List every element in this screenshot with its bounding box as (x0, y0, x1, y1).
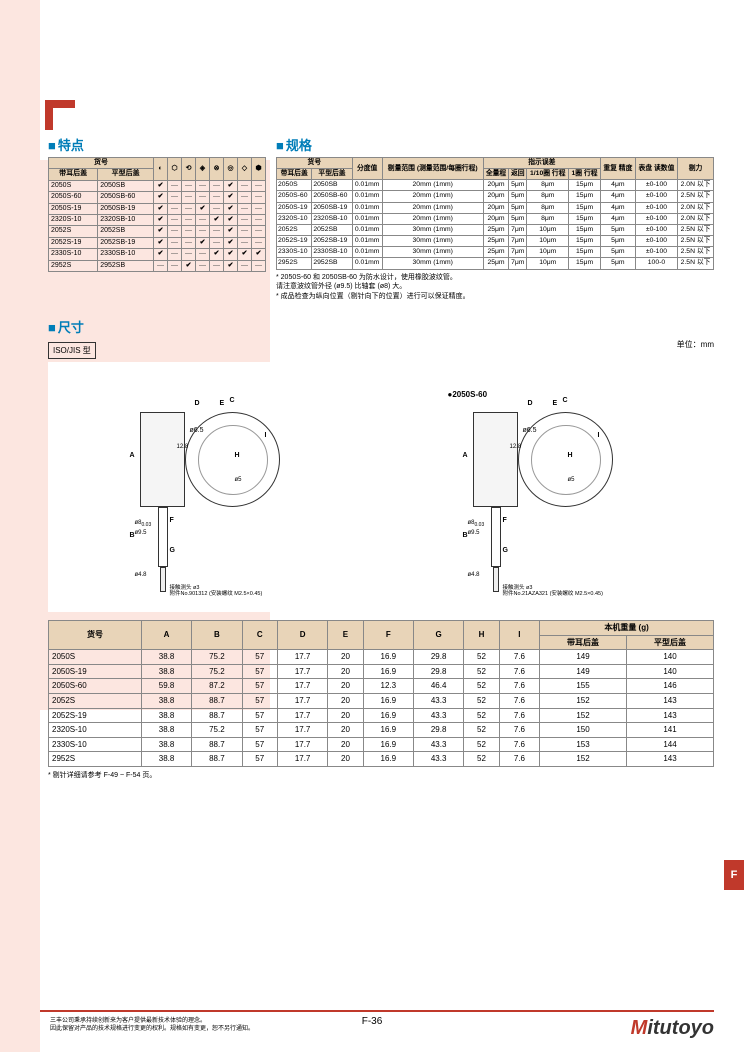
icon-7: ◇ (238, 158, 252, 181)
table-row: 2330S-102330SB-10✔———✔✔✔✔ (49, 249, 266, 260)
icon-1: ◐ (154, 158, 168, 181)
sth-rep: 重复 精度 (600, 158, 635, 180)
iso-box: ISO/JIS 型 (48, 342, 96, 359)
table-row: 2050S-6059.887.25717.72012.346.4527.6155… (49, 679, 714, 694)
dims-title: 尺寸 (48, 317, 714, 336)
table-row: 2052S-192052SB-19✔——✔—✔—— (49, 237, 266, 248)
table-row: 2320S-102320SB-10✔———✔✔—— (49, 214, 266, 225)
drawing-area: A B C D E F G H I ø6.5 12.8 ø5 ø80.03 ø9… (48, 362, 714, 612)
table-row: 2052S38.888.75717.72016.943.3527.6152143 (49, 693, 714, 708)
sth-read: 表盘 读数值 (635, 158, 677, 180)
sth-ret: 返回 (509, 169, 527, 180)
table-row: 2052S-1938.888.75717.72016.943.3527.6152… (49, 708, 714, 723)
dims-note: * 剔针详细请参考 F-49 ~ F-54 页。 (48, 770, 714, 780)
sth-tenth: 1/10圈 行程 (527, 169, 569, 180)
features-title: 特点 (48, 135, 266, 154)
table-row: 2052S-192052SB-190.01mm30mm (1mm)25μm7μm… (277, 236, 714, 247)
table-row: 2952S2952SB——✔——✔—— (49, 260, 266, 271)
specs-notes: * 2050S-60 和 2050SB-60 为防水设计，使用橡胶波纹管。 请注… (276, 273, 714, 302)
table-row: 2320S-1038.875.25717.72016.929.8527.6150… (49, 723, 714, 738)
icon-2: ⬡ (168, 158, 182, 181)
table-row: 2330S-102330SB-100.01mm30mm (1mm)25μm7μm… (277, 247, 714, 258)
table-row: 2050S38.875.25717.72016.929.8527.6149140 (49, 650, 714, 665)
sth-force: 剔力 (678, 158, 714, 180)
dims-table: 货号 A B C D E F G H I 本机重量 (g) (48, 620, 714, 767)
unit-label: 单位：mm (677, 339, 714, 350)
icon-8: ⬢ (252, 158, 266, 181)
footer-line (40, 1010, 714, 1012)
note1: * 2050S-60 和 2050SB-60 为防水设计，使用橡胶波纹管。 (276, 273, 714, 283)
sth-grad: 分度值 (352, 158, 382, 180)
features-table: 货号 ◐ ⬡ ⟲ ◈ ⊗ ◎ ◇ ⬢ 带耳后盖 平型后盖 (48, 157, 266, 272)
sth-code: 货号 (277, 158, 353, 169)
logo: Mitutoyo (631, 1017, 714, 1040)
table-row: 2050S-192050SB-19✔——✔—✔—— (49, 203, 266, 214)
corner-mark (45, 100, 75, 130)
table-row: 2952S2952SB0.01mm30mm (1mm)25μm7μm10μm15… (277, 258, 714, 269)
table-row: 2952S38.888.75717.72016.943.3527.6152143 (49, 752, 714, 767)
table-row: 2050S2050SB✔————✔—— (49, 180, 266, 191)
sth-range: 剔量范围 (测量范围/每圈行程) (382, 158, 483, 180)
drawing-right: ●2050S-60 A B C D E F G H I ø6.5 12.8 ø5 (408, 372, 688, 602)
table-row: 2050S-1938.875.25717.72016.929.8527.6149… (49, 664, 714, 679)
sth-c2: 平型后盖 (312, 169, 352, 180)
pink-sidebar (0, 0, 40, 1052)
side-tab: F (724, 860, 744, 890)
dwg-right-title: ●2050S-60 (448, 390, 488, 399)
specs-title: 规格 (276, 135, 714, 154)
th-col1: 带耳后盖 (49, 169, 98, 180)
sth-one: 1圈 行程 (569, 169, 601, 180)
sth-full: 全量程 (483, 169, 508, 180)
drawing-left: A B C D E F G H I ø6.5 12.8 ø5 ø80.03 ø9… (75, 372, 355, 602)
icon-6: ◎ (224, 158, 238, 181)
icon-3: ⟲ (182, 158, 196, 181)
table-row: 2050S-192050SB-190.01mm20mm (1mm)20μm5μm… (277, 202, 714, 213)
table-row: 2050S-602050SB-600.01mm20mm (1mm)20μm5μm… (277, 191, 714, 202)
table-row: 2050S2050SB0.01mm20mm (1mm)20μm5μm8μm15μ… (277, 180, 714, 191)
table-row: 2050S-602050SB-60✔————✔—— (49, 192, 266, 203)
footer-text: 三丰公司秉承持续创新来为客户提供最新技术体验的理念。 因此保留对产品的技术规格进… (50, 1018, 254, 1034)
page-num: F-36 (362, 1016, 383, 1027)
icon-4: ◈ (196, 158, 210, 181)
icon-5: ⊗ (210, 158, 224, 181)
table-row: 2320S-102320SB-100.01mm20mm (1mm)20μm5μm… (277, 213, 714, 224)
table-row: 2052S2052SB0.01mm30mm (1mm)25μm7μm10μm15… (277, 224, 714, 235)
th-code: 货号 (49, 158, 154, 169)
sth-indic: 指示误差 (483, 158, 600, 169)
th-col2: 平型后盖 (98, 169, 154, 180)
specs-table: 货号 分度值 剔量范围 (测量范围/每圈行程) 指示误差 重复 精度 表盘 读数… (276, 157, 714, 270)
dwg-note-left: 接触测头 ø3附件No.901312 (安装螺纹 M2.5×0.45) (170, 585, 263, 597)
dwg-note-right: 接触测头 ø3附件No.21AZA321 (安装螺纹 M2.5×0.45) (503, 585, 603, 597)
dth-code: 货号 (49, 620, 142, 649)
table-row: 2052S2052SB✔————✔—— (49, 226, 266, 237)
note3: * 成品检查为纵向位置（剔针向下的位置）进行可以保证精度。 (276, 292, 714, 302)
sth-c1: 带耳后盖 (277, 169, 312, 180)
table-row: 2330S-1038.888.75717.72016.943.3527.6153… (49, 737, 714, 752)
note2: 请注意波纹管外径 (ø9.5) 比轴套 (ø8) 大。 (276, 282, 714, 292)
